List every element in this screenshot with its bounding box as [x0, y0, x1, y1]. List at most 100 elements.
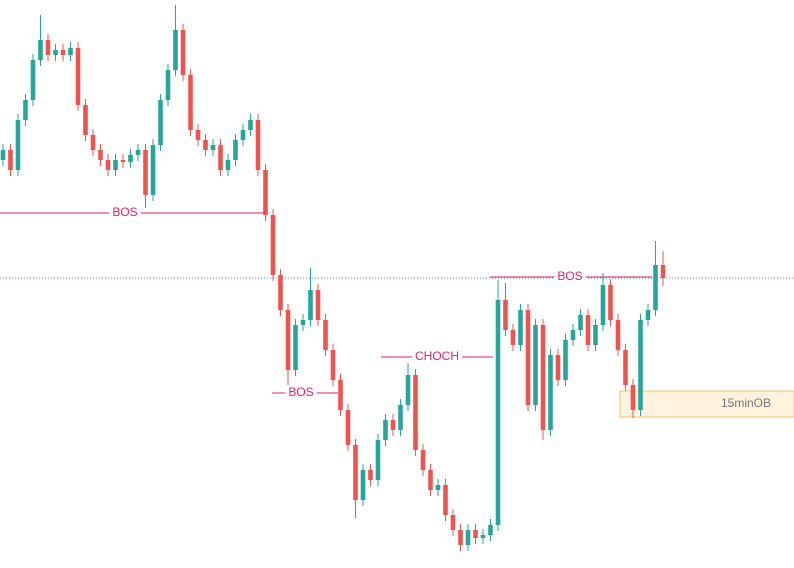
candle-body [240, 130, 246, 140]
candle-body [473, 530, 478, 538]
candle-body [165, 70, 171, 100]
candle-body [458, 530, 463, 545]
candle-body [353, 445, 358, 500]
candle-body [315, 290, 321, 320]
candle-body [660, 265, 666, 278]
candle-body [593, 325, 598, 345]
candle-body [120, 160, 126, 162]
candle-body [188, 75, 193, 130]
candle-body [428, 470, 433, 490]
candle-body [570, 330, 576, 340]
candle-body [630, 385, 636, 410]
candle-body [210, 145, 216, 150]
candle-body [248, 120, 253, 130]
candle-body [548, 355, 553, 430]
candle-body [600, 285, 606, 325]
candle-body [360, 470, 366, 500]
candle-body [180, 30, 186, 75]
candle-body [285, 310, 291, 370]
candle-body [113, 160, 118, 170]
candle-body [195, 130, 201, 140]
structure-label: CHOCH [415, 349, 459, 363]
candle-body [585, 315, 591, 345]
candle-body [53, 50, 58, 55]
candle-body [293, 325, 298, 370]
candle-body [345, 410, 351, 445]
candle-body [75, 48, 81, 105]
structure-label: BOS [557, 269, 582, 283]
candle-body [623, 350, 628, 385]
candle-body [30, 60, 36, 100]
structure-label: BOS [288, 385, 313, 399]
candle-body [398, 405, 403, 430]
candle-body [533, 325, 538, 405]
candle-body [68, 48, 73, 55]
candle-body [390, 420, 396, 430]
candle-body [60, 50, 66, 55]
candle-body [480, 535, 486, 538]
candle-body [225, 160, 231, 170]
candle-body [555, 355, 561, 380]
candle-body [638, 320, 643, 410]
candle-body [23, 100, 28, 120]
candle-body [218, 145, 223, 170]
label-background [285, 385, 317, 400]
candle-body [465, 530, 471, 545]
candle-body [143, 150, 148, 195]
candle-body [150, 145, 156, 195]
label-background [412, 349, 462, 364]
candle-body [15, 120, 21, 170]
candle-body [270, 215, 276, 275]
label-background [554, 269, 586, 284]
candle-body [435, 485, 441, 490]
candle-body [578, 315, 583, 330]
candle-body [443, 485, 448, 515]
candle-body [608, 285, 613, 320]
candle-body [38, 40, 43, 60]
candle-body [83, 105, 88, 135]
candle-body [518, 310, 523, 345]
candle-body [158, 100, 163, 145]
candle-body [330, 350, 336, 380]
candle-body [488, 525, 493, 535]
candle-body [420, 450, 426, 470]
candle-body [0, 150, 6, 160]
candle-body [405, 375, 411, 405]
candle-body [8, 150, 13, 170]
candle-body [90, 135, 96, 150]
candle-body [368, 470, 373, 480]
candle-body [645, 310, 651, 320]
candle-body [98, 150, 103, 160]
candle-body [128, 155, 133, 162]
candle-body [510, 330, 516, 345]
zone-label: 15minOB [721, 396, 771, 410]
candle-body [338, 380, 343, 410]
label-background [109, 205, 141, 220]
candle-body [653, 265, 658, 310]
candle-body [503, 300, 508, 330]
candle-body [278, 275, 283, 310]
candle-body [563, 340, 568, 380]
candle-body [615, 320, 621, 350]
candle-body [263, 170, 268, 215]
candle-body [173, 30, 178, 70]
candle-body [255, 120, 261, 170]
structure-label: BOS [112, 205, 137, 219]
candle-body [135, 150, 141, 155]
candle-body [383, 420, 388, 440]
candle-body [375, 440, 381, 480]
candle-body [300, 320, 306, 325]
candle-body [413, 375, 418, 450]
order-block-zone [619, 390, 794, 418]
candle-body [105, 160, 111, 170]
candle-body [495, 300, 501, 525]
candle-body [450, 515, 456, 530]
candle-body [45, 40, 51, 55]
candle-body [203, 140, 208, 150]
candle-body [323, 320, 328, 350]
candle-body [233, 140, 238, 160]
candle-body [540, 325, 546, 430]
candle-body [525, 310, 531, 405]
